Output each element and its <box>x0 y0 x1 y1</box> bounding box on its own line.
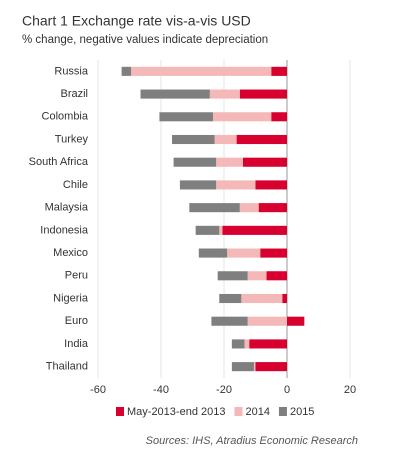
bar <box>211 316 248 326</box>
legend-label: 2015 <box>290 406 314 418</box>
bar <box>173 157 217 167</box>
bar <box>271 66 287 76</box>
x-tick-label: 20 <box>344 384 356 396</box>
bar <box>219 293 242 304</box>
bar <box>239 203 259 213</box>
bar <box>172 134 215 145</box>
y-tick-label: Brazil <box>60 88 88 100</box>
bar <box>159 112 213 122</box>
legend-label: May-2013-end 2013 <box>127 406 225 418</box>
bar <box>266 271 287 281</box>
bar <box>195 225 220 235</box>
bar <box>244 339 250 349</box>
bar <box>212 112 272 122</box>
y-tick-label: Chile <box>63 179 88 191</box>
bar <box>217 271 248 281</box>
y-tick-label: Mexico <box>53 247 88 259</box>
y-tick-label: India <box>64 338 89 350</box>
y-tick-label: South Africa <box>29 156 89 168</box>
x-tick-label: -60 <box>90 384 106 396</box>
chart-title: Chart 1 Exchange rate vis-a-vis USD <box>22 13 251 29</box>
bar <box>241 293 283 304</box>
legend-swatch <box>116 407 124 416</box>
y-tick-label: Turkey <box>55 133 89 145</box>
bar <box>231 362 254 372</box>
bar <box>255 362 287 372</box>
legend-label: 2014 <box>245 406 269 418</box>
source: Sources: IHS, Atradius Economic Research <box>146 435 358 447</box>
bar <box>179 180 217 190</box>
bar <box>216 180 256 190</box>
bar <box>198 248 228 258</box>
y-tick-label: Russia <box>54 65 89 77</box>
bar <box>214 134 237 145</box>
bar <box>209 89 240 99</box>
bar <box>249 339 287 349</box>
bar <box>242 157 287 167</box>
bar <box>219 225 223 235</box>
bar <box>121 66 132 76</box>
bar <box>282 293 287 304</box>
bar <box>271 112 287 122</box>
bar <box>236 134 287 145</box>
y-tick-label: Colombia <box>42 111 89 123</box>
y-tick-label: Thailand <box>46 361 88 373</box>
legend-swatch <box>234 407 243 416</box>
bar <box>222 225 287 235</box>
bar <box>247 271 267 281</box>
bar <box>253 362 256 372</box>
bar <box>260 248 287 258</box>
y-tick-label: Malaysia <box>45 202 89 214</box>
x-tick-label: -40 <box>153 384 169 396</box>
bar <box>131 66 272 76</box>
bar <box>287 316 305 326</box>
y-tick-label: Nigeria <box>53 292 89 304</box>
bar <box>231 339 245 349</box>
x-tick-label: 0 <box>284 384 290 396</box>
bar <box>258 203 287 213</box>
bar <box>216 157 243 167</box>
bar <box>247 316 287 326</box>
legend-swatch <box>278 407 287 416</box>
y-tick-label: Euro <box>65 315 88 327</box>
y-tick-label: Indonesia <box>40 224 89 236</box>
bar <box>255 180 287 190</box>
bar <box>227 248 261 258</box>
bar <box>239 89 287 99</box>
bar <box>189 203 240 213</box>
chart-subtitle: % change, negative values indicate depre… <box>22 34 268 46</box>
x-tick-label: -20 <box>216 384 232 396</box>
y-tick-label: Peru <box>65 270 88 282</box>
bar <box>140 89 210 99</box>
